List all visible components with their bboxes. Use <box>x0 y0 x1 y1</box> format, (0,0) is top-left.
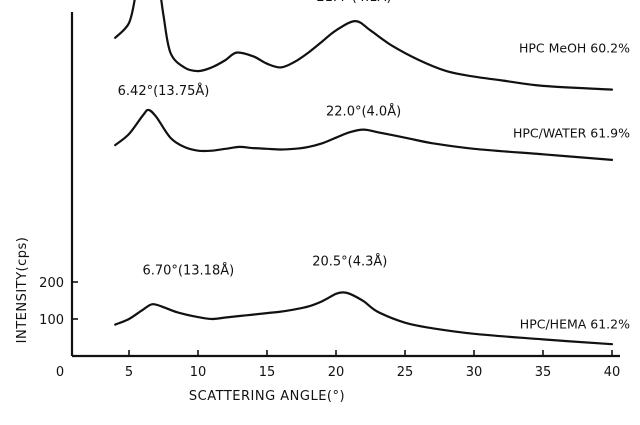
y-ticks: 100 200 <box>39 276 78 328</box>
x-tick-label: 35 <box>535 365 552 380</box>
series-labels: HPC MeOH 60.2% HPC/WATER 61.9% HPC/HEMA 61… <box>513 41 630 332</box>
x-ticks: 0 5 10 15 20 25 30 35 40 <box>56 350 620 380</box>
x-tick-label: 10 <box>190 365 207 380</box>
x-tick-label: 0 <box>56 365 64 380</box>
x-tick-label: 5 <box>125 365 133 380</box>
series-label: HPC/HEMA 61.2% <box>520 316 630 331</box>
x-tick-label: 25 <box>397 365 414 380</box>
peak-annotation: 6.70°(13.18Å) <box>142 263 234 279</box>
peak-annotation: 6.42°(13.75Å) <box>118 83 210 99</box>
peak-annotation: 22.0°(4.0Å) <box>326 104 401 120</box>
series-label: HPC MeOH 60.2% <box>519 41 630 56</box>
axes <box>70 12 620 358</box>
peak-annotations: 6.44°(13.71Å)21.4°(4.1Å)6.42°(13.75Å)22.… <box>118 0 402 279</box>
series-line-2 <box>114 108 614 161</box>
x-tick-label: 40 <box>604 365 621 380</box>
y-tick-label: 100 <box>39 313 64 328</box>
y-tick-label: 200 <box>39 276 64 291</box>
curves <box>114 0 614 346</box>
series-label: HPC/WATER 61.9% <box>513 126 630 141</box>
x-tick-label: 15 <box>259 365 276 380</box>
peak-annotation: 20.5°(4.3Å) <box>312 253 387 269</box>
x-tick-label: 20 <box>328 365 345 380</box>
y-axis-label: INTENSITY(cps) <box>15 237 30 344</box>
series-line-3 <box>114 291 614 346</box>
x-axis-label: SCATTERING ANGLE(°) <box>189 389 345 404</box>
peak-annotation: 21.4°(4.1Å) <box>316 0 391 5</box>
x-tick-label: 30 <box>466 365 483 380</box>
series-line-1 <box>114 0 614 91</box>
